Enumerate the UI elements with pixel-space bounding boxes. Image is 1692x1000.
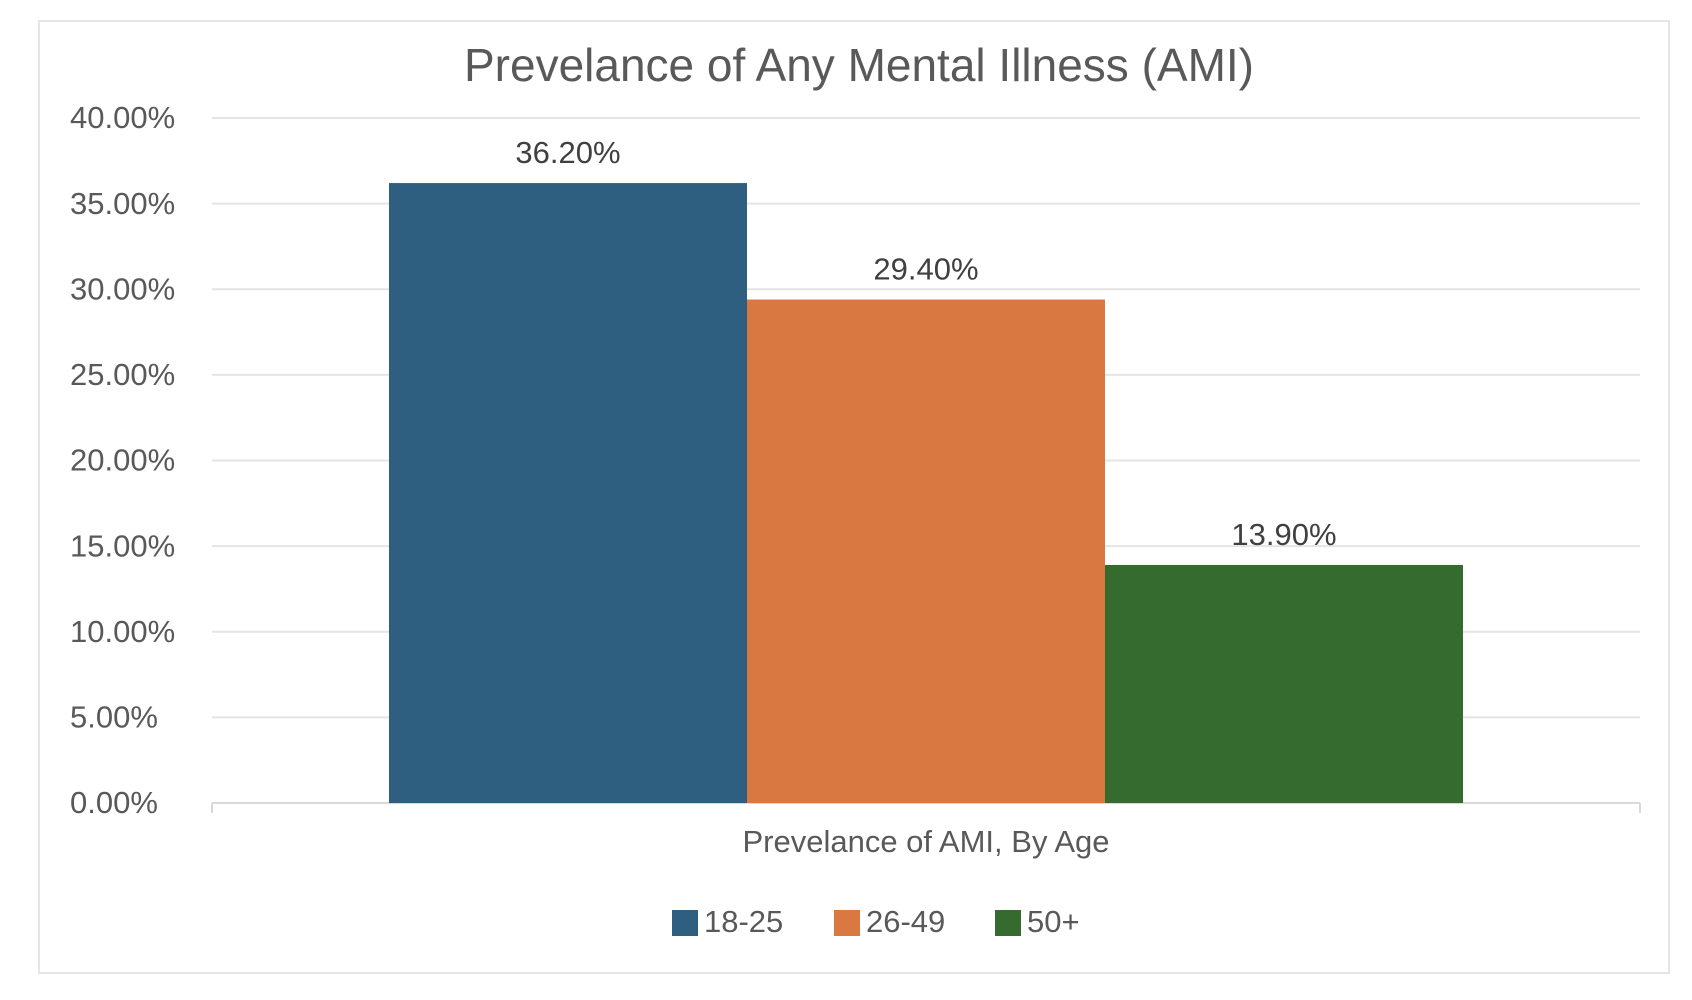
data-label: 13.90% [1231, 517, 1336, 552]
x-category-label: Prevelance of AMI, By Age [742, 824, 1109, 859]
chart-svg: Prevelance of Any Mental Illness (AMI) 0.… [70, 39, 1641, 939]
bar-26-49 [747, 299, 1105, 803]
y-tick-label: 30.00% [70, 271, 175, 306]
y-tick-label: 35.00% [70, 186, 175, 221]
data-label: 36.20% [515, 135, 620, 170]
legend-label: 18-25 [704, 904, 783, 939]
chart-title: Prevelance of Any Mental Illness (AMI) [464, 39, 1254, 91]
legend-swatch [834, 910, 860, 936]
y-tick-label: 15.00% [70, 528, 175, 563]
legend-swatch [995, 910, 1021, 936]
legend-label: 50+ [1027, 904, 1080, 939]
bar-50+ [1105, 564, 1463, 803]
bar-18-25 [389, 183, 747, 803]
y-tick-label: 40.00% [70, 100, 175, 135]
legend-label: 26-49 [866, 904, 945, 939]
y-tick-label: 0.00% [70, 785, 158, 820]
y-tick-label: 25.00% [70, 357, 175, 392]
data-label: 29.40% [873, 252, 978, 287]
legend-swatch [672, 910, 698, 936]
chart-frame: Prevelance of Any Mental Illness (AMI) 0.… [38, 20, 1670, 974]
y-tick-label: 20.00% [70, 443, 175, 478]
y-tick-label: 10.00% [70, 614, 175, 649]
y-tick-label: 5.00% [70, 700, 158, 735]
